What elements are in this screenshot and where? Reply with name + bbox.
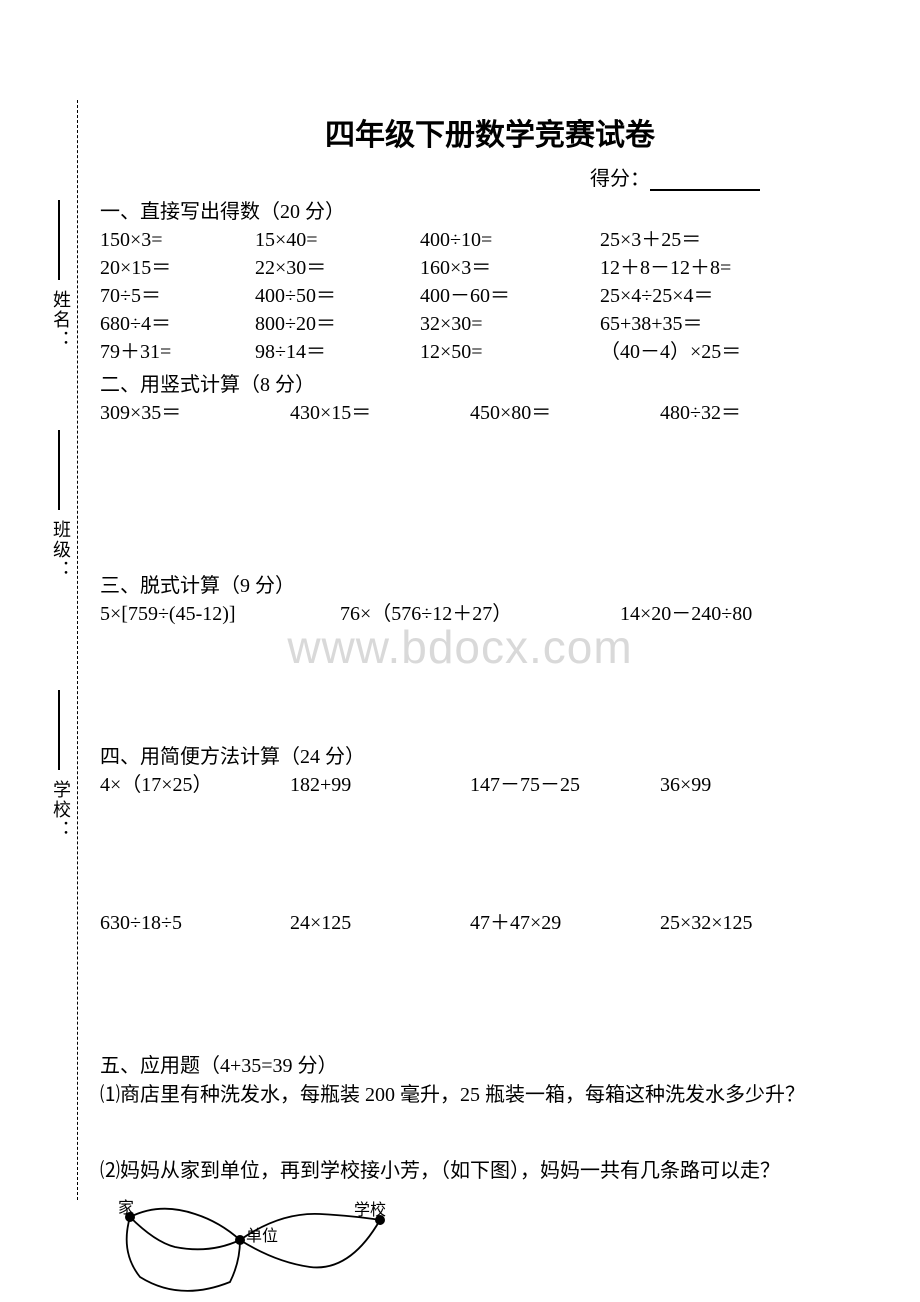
score-line: 得分： <box>100 162 880 191</box>
name-line <box>58 200 60 280</box>
s4-cell: 24×125 <box>290 909 470 937</box>
score-label: 得分： <box>590 168 650 190</box>
q1-text: ⑴商店里有种洗发水，每瓶装 200 毫升，25 瓶装一箱，每箱这种洗发水多少升？ <box>100 1080 880 1110</box>
s4-cell: 25×32×125 <box>660 909 880 937</box>
section1-header: 一、直接写出得数（20 分） <box>100 195 880 224</box>
s1-cell: 400÷50＝ <box>255 282 420 310</box>
s1-cell: 32×30= <box>420 310 600 338</box>
s2-cell: 309×35＝ <box>100 399 290 427</box>
diagram-home-label: 家 <box>118 1194 134 1218</box>
s2-cell: 430×15＝ <box>290 399 470 427</box>
s4-cell: 36×99 <box>660 771 880 799</box>
route-diagram: 家 单位 学校 <box>100 1192 420 1302</box>
s3-cell: 14×20－240÷80 <box>620 600 880 628</box>
section5-header: 五、应用题（4+35=39 分） <box>100 1049 880 1078</box>
page-title: 四年级下册数学竞赛试卷 <box>100 110 880 154</box>
workspace <box>100 427 880 567</box>
score-underline <box>650 189 760 191</box>
class-line <box>58 430 60 510</box>
name-label: 姓名： <box>48 290 74 350</box>
s1-cell: 160×3＝ <box>420 254 600 282</box>
s1-cell: 800÷20＝ <box>255 310 420 338</box>
s1-cell: （40－4）×25＝ <box>600 338 880 366</box>
s2-cell: 480÷32＝ <box>660 399 880 427</box>
workspace <box>100 1116 880 1156</box>
s1-cell: 98÷14＝ <box>255 338 420 366</box>
section2-header: 二、用竖式计算（8 分） <box>100 368 880 397</box>
s1-cell: 65+38+35＝ <box>600 310 880 338</box>
section3-header: 三、脱式计算（9 分） <box>100 569 880 598</box>
s1-cell: 25×4÷25×4＝ <box>600 282 880 310</box>
s1-cell: 20×15＝ <box>100 254 255 282</box>
s1-cell: 15×40= <box>255 226 420 254</box>
section4-row1: 4×（17×25） 182+99 147－75－25 36×99 <box>100 771 880 799</box>
page-content: 四年级下册数学竞赛试卷 得分： 一、直接写出得数（20 分） 150×3= 15… <box>100 110 880 1302</box>
s4-cell: 4×（17×25） <box>100 771 290 799</box>
section1-grid: 150×3= 15×40= 400÷10= 25×3＋25＝ 20×15＝ 22… <box>100 226 880 366</box>
diagram-school-label: 学校 <box>354 1196 386 1220</box>
s2-cell: 450×80＝ <box>470 399 660 427</box>
s3-cell: 76×（576÷12＋27） <box>340 600 620 628</box>
s4-cell: 47＋47×29 <box>470 909 660 937</box>
s4-cell: 182+99 <box>290 771 470 799</box>
workspace <box>100 628 880 738</box>
s4-cell: 630÷18÷5 <box>100 909 290 937</box>
section2-row: 309×35＝ 430×15＝ 450×80＝ 480÷32＝ <box>100 399 880 427</box>
s1-cell: 150×3= <box>100 226 255 254</box>
s3-cell: 5×[759÷(45-12)] <box>100 600 340 628</box>
class-label: 班级： <box>48 520 74 580</box>
section4-header: 四、用简便方法计算（24 分） <box>100 740 880 769</box>
diagram-unit-label: 单位 <box>246 1222 278 1246</box>
s1-cell: 22×30＝ <box>255 254 420 282</box>
section4-row2: 630÷18÷5 24×125 47＋47×29 25×32×125 <box>100 909 880 937</box>
s4-cell: 147－75－25 <box>470 771 660 799</box>
q2-text: ⑵妈妈从家到单位，再到学校接小芳，（如下图），妈妈一共有几条路可以走？ <box>100 1156 880 1186</box>
s1-cell: 12＋8－12＋8= <box>600 254 880 282</box>
s1-cell: 70÷5＝ <box>100 282 255 310</box>
s1-cell: 680÷4＝ <box>100 310 255 338</box>
s1-cell: 25×3＋25＝ <box>600 226 880 254</box>
workspace <box>100 799 880 909</box>
school-label: 学校： <box>48 780 74 840</box>
s1-cell: 12×50= <box>420 338 600 366</box>
workspace <box>100 937 880 1047</box>
s1-cell: 400÷10= <box>420 226 600 254</box>
school-line <box>58 690 60 770</box>
s1-cell: 79＋31= <box>100 338 255 366</box>
section3-row: 5×[759÷(45-12)] 76×（576÷12＋27） 14×20－240… <box>100 600 880 628</box>
s1-cell: 400－60＝ <box>420 282 600 310</box>
binding-sidebar: 姓名： 班级： 学校： <box>38 100 78 1200</box>
